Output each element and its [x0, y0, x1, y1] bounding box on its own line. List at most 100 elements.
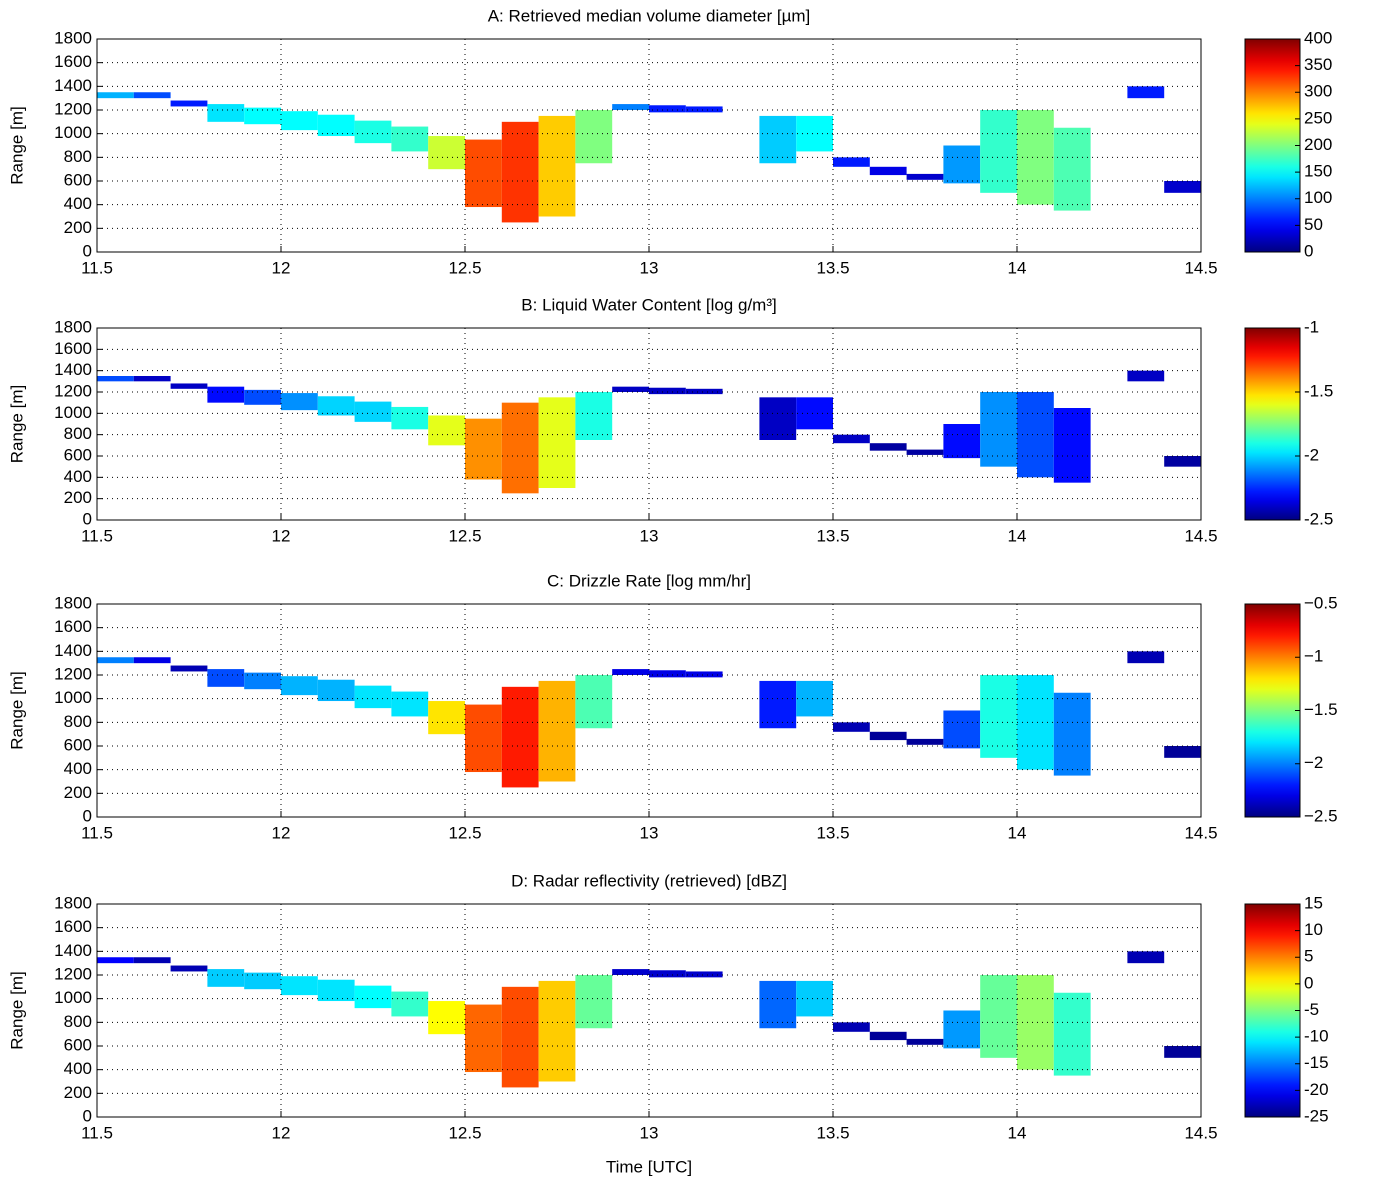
x-tick-label: 12	[272, 526, 291, 545]
y-tick-label: 0	[83, 241, 92, 260]
data-cell	[575, 392, 613, 440]
y-tick-label: 1800	[54, 593, 92, 612]
colorbar-tick-label: 250	[1304, 108, 1332, 127]
data-cell	[833, 157, 870, 167]
colorbar-tick-label: -5	[1304, 1000, 1319, 1019]
colorbar-tick-label: 200	[1304, 135, 1332, 154]
data-cell	[170, 965, 208, 972]
colorbar-tick-label: -1.5	[1304, 381, 1333, 400]
x-tick-label: 13	[640, 823, 659, 842]
data-cell	[354, 685, 392, 709]
x-tick-label: 11.5	[81, 258, 113, 277]
x-tick-label: 11.5	[81, 1123, 113, 1142]
y-tick-label: 600	[64, 170, 92, 189]
data-cell	[649, 387, 686, 395]
data-cell	[759, 680, 797, 729]
colorbar-tick-label: 10	[1304, 920, 1323, 939]
data-cell	[980, 675, 1017, 758]
y-tick-label: 1400	[54, 641, 92, 660]
axes-frame	[96, 327, 1202, 521]
data-cell	[980, 110, 1017, 193]
data-cell	[538, 397, 576, 488]
colorbar	[1244, 38, 1301, 253]
colorbar-tick-label: 15	[1304, 893, 1323, 912]
data-cell	[428, 701, 465, 735]
y-tick-label: 1400	[54, 360, 92, 379]
colorbar-tick-label: 150	[1304, 162, 1332, 181]
x-tick-label: 13	[640, 1123, 659, 1142]
y-axis-label: Range [m]	[7, 106, 26, 184]
data-cell	[97, 657, 134, 664]
data-cell	[354, 985, 392, 1009]
data-cell	[685, 106, 723, 113]
data-cell	[317, 396, 355, 416]
data-cell	[906, 173, 944, 180]
x-tick-label: 11.5	[81, 526, 113, 545]
data-cell	[281, 676, 318, 696]
x-tick-label: 13.5	[816, 526, 849, 545]
y-tick-label: 1200	[54, 381, 92, 400]
y-tick-label: 400	[64, 759, 92, 778]
y-tick-label: 800	[64, 1012, 92, 1031]
y-tick-label: 600	[64, 735, 92, 754]
data-cell	[207, 669, 245, 687]
colorbar-tick-label: −2	[1304, 753, 1323, 772]
y-tick-label: 1600	[54, 917, 92, 936]
data-cell	[906, 738, 944, 745]
y-tick-label: 800	[64, 712, 92, 731]
data-cell	[1164, 456, 1201, 467]
x-tick-label: 14.5	[1184, 526, 1217, 545]
y-tick-label: 1800	[54, 893, 92, 912]
data-cell	[906, 1038, 944, 1045]
x-tick-label: 13	[640, 526, 659, 545]
data-cell	[759, 397, 797, 440]
y-tick-label: 200	[64, 218, 92, 237]
data-cell	[317, 679, 355, 702]
x-tick-label: 12	[272, 823, 291, 842]
y-axis-label: Range [m]	[7, 671, 26, 749]
colorbar-tick-label: 0	[1304, 973, 1313, 992]
y-tick-label: 1000	[54, 988, 92, 1007]
data-cell	[465, 139, 502, 208]
data-cell	[133, 657, 171, 664]
colorbar-tick-label: 50	[1304, 215, 1323, 234]
x-tick-label: 14.5	[1184, 823, 1217, 842]
y-tick-label: 200	[64, 488, 92, 507]
data-cell	[538, 115, 576, 217]
x-tick-label: 14.5	[1184, 1123, 1217, 1142]
colorbar-tick-label: -1	[1304, 317, 1319, 336]
y-tick-label: 400	[64, 1059, 92, 1078]
y-tick-label: 1800	[54, 28, 92, 47]
data-cell	[1164, 746, 1201, 758]
data-cell	[1127, 86, 1165, 99]
data-cell	[869, 166, 907, 176]
data-cell	[943, 1010, 981, 1049]
x-tick-label: 14	[1008, 823, 1027, 842]
y-tick-label: 0	[83, 806, 92, 825]
y-tick-label: 1600	[54, 617, 92, 636]
data-cell	[133, 957, 171, 964]
y-tick-label: 1600	[54, 339, 92, 358]
data-cell	[97, 92, 134, 99]
x-tick-label: 14	[1008, 258, 1027, 277]
data-cell	[833, 722, 870, 732]
data-cell	[501, 686, 539, 788]
data-cell	[465, 704, 502, 773]
data-cell	[354, 120, 392, 144]
data-cell	[759, 980, 797, 1029]
colorbar-tick-label: 350	[1304, 55, 1332, 74]
data-cell	[281, 393, 318, 411]
y-tick-label: 1400	[54, 941, 92, 960]
data-cell	[391, 991, 429, 1017]
data-cell	[428, 136, 465, 170]
x-tick-label: 13.5	[816, 258, 849, 277]
data-cell	[207, 104, 245, 122]
y-tick-label: 1200	[54, 964, 92, 983]
y-tick-label: 200	[64, 1083, 92, 1102]
y-tick-label: 0	[83, 509, 92, 528]
data-cell	[428, 1001, 465, 1035]
data-cell	[575, 975, 613, 1029]
axes-frame	[96, 603, 1202, 818]
data-cell	[612, 386, 649, 392]
y-tick-label: 1000	[54, 688, 92, 707]
